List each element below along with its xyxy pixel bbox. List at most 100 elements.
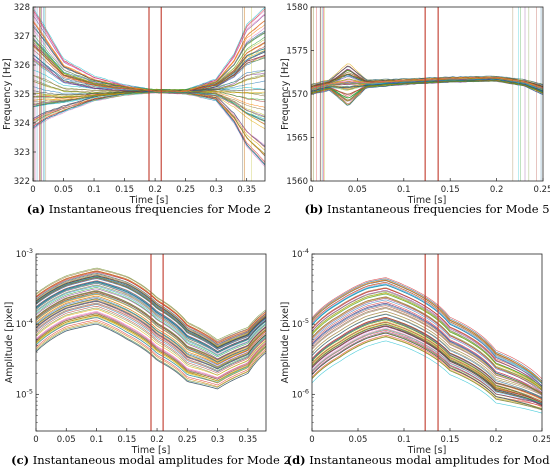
series-line: [312, 335, 542, 409]
x-tick-label: 0.15: [115, 185, 134, 195]
series-line: [311, 66, 543, 85]
y-tick-label: 1570: [286, 90, 308, 100]
series-line: [312, 301, 542, 396]
series-line: [312, 292, 542, 391]
series-line: [312, 321, 542, 402]
x-tick-label: 0: [308, 185, 313, 195]
y-axis-label: Amplitude [pixel]: [4, 302, 15, 384]
chart-panel-b: 0 0.05 0.1 0.15 0.2 0.25 1560 1565 1570 1575 1580 T…: [280, 3, 550, 216]
x-tick-label: 0: [33, 435, 38, 445]
series-line: [311, 76, 543, 89]
panel-caption: (b) Instantaneous frequencies for Mode 5: [304, 202, 549, 216]
y-tick-label: 1575: [286, 47, 308, 57]
y-tick-label: 322: [14, 177, 30, 187]
panel-caption: (d) Instantaneous modal amplitudes for M…: [287, 453, 550, 467]
x-tick-label: 0.3: [209, 185, 223, 195]
plot-frame: [311, 253, 543, 432]
series-line: [312, 311, 542, 395]
plot-frame: [35, 253, 267, 432]
series-line: [312, 319, 542, 402]
x-tick-label: 0.2: [150, 435, 164, 445]
series-line: [312, 340, 542, 414]
series-line: [312, 331, 542, 405]
series-line: [312, 332, 542, 410]
x-tick-label: 0.2: [148, 185, 162, 195]
x-tick-label: 0.15: [117, 435, 136, 445]
series-line: [312, 316, 542, 400]
y-tick-label: 10-4: [292, 247, 309, 260]
series-line: [312, 280, 542, 384]
series-line: [312, 277, 542, 380]
x-tick-label: 0: [309, 435, 314, 445]
chart-panel-a: 0 0.05 0.1 0.15 0.2 0.25 0.3 0.35 322 323 324 325 32…: [2, 3, 271, 216]
x-tick-label: 0.05: [57, 435, 76, 445]
series-line: [312, 321, 542, 404]
y-tick-label: 10-5: [16, 387, 33, 400]
x-tick-label: 0.3: [211, 435, 225, 445]
y-tick-label: 10-6: [292, 387, 309, 400]
x-tick-label: 0.05: [349, 435, 368, 445]
x-tick-label: 0.25: [533, 435, 550, 445]
series-line: [312, 288, 542, 384]
series-line: [312, 336, 542, 410]
series-line: [312, 279, 542, 383]
series-line: [312, 278, 542, 382]
series-line: [312, 314, 542, 399]
series-line: [312, 284, 542, 387]
series-line: [311, 68, 543, 88]
series-line: [312, 290, 542, 390]
x-tick-label: 0.1: [90, 435, 104, 445]
x-axis-label: Time [s]: [407, 445, 447, 456]
y-tick-label: 1560: [286, 177, 308, 187]
y-tick-label: 1565: [286, 134, 308, 144]
series-group: [311, 7, 543, 181]
y-axis-label: Amplitude [pixel]: [280, 302, 291, 384]
x-tick-label: 0.35: [238, 435, 257, 445]
x-axis-label: Time [s]: [407, 195, 447, 206]
series-line: [312, 323, 542, 403]
series-line: [312, 317, 542, 403]
panel-caption: (c) Instantaneous modal amplitudes for M…: [11, 453, 291, 467]
series-line: [312, 305, 542, 395]
series-line: [312, 296, 542, 393]
x-axis-label: Time [s]: [129, 195, 169, 206]
series-line: [312, 283, 542, 384]
series-line: [311, 79, 543, 92]
x-tick-label: 0.2: [489, 435, 503, 445]
y-tick-label: 327: [14, 32, 30, 42]
y-tick-label: 1580: [286, 3, 308, 13]
panel-caption: (a) Instantaneous frequencies for Mode 2: [27, 202, 272, 216]
y-tick-label: 10-3: [16, 247, 33, 260]
x-tick-label: 0.05: [348, 185, 367, 195]
series-line: [312, 307, 542, 396]
series-line: [312, 325, 542, 402]
x-tick-label: 0.1: [397, 435, 411, 445]
series-line: [312, 282, 542, 384]
x-tick-label: 0.1: [397, 185, 411, 195]
series-line: [312, 329, 542, 404]
x-tick-label: 0: [30, 185, 35, 195]
x-tick-label: 0.35: [237, 185, 256, 195]
series-line: [312, 324, 542, 405]
series-line: [311, 77, 543, 90]
series-line: [312, 290, 542, 387]
y-tick-label: 326: [14, 61, 30, 71]
chart-panel-c: 0 0.05 0.1 0.15 0.2 0.25 0.3 0.35 10-5 10-4 10-3 Ti…: [4, 247, 291, 467]
x-tick-label: 0.25: [176, 185, 195, 195]
x-tick-label: 0.25: [534, 185, 550, 195]
series-line: [312, 299, 542, 392]
y-tick-label: 10-5: [292, 317, 309, 330]
y-axis-label: Frequency [Hz]: [2, 58, 13, 130]
x-tick-label: 0.15: [441, 435, 460, 445]
chart-panel-d: 0 0.05 0.1 0.15 0.2 0.25 10-6 10-5 10-4 Time [s] A…: [280, 247, 550, 467]
x-axis-label: Time [s]: [131, 445, 171, 456]
series-group: [312, 277, 542, 414]
x-tick-label: 0.05: [54, 185, 73, 195]
series-line: [311, 80, 543, 95]
y-axis-label: Frequency [Hz]: [280, 58, 291, 130]
series-line: [312, 293, 542, 388]
x-tick-label: 0.2: [490, 185, 504, 195]
y-tick-label: 328: [14, 3, 30, 13]
y-tick-label: 10-4: [16, 317, 33, 330]
